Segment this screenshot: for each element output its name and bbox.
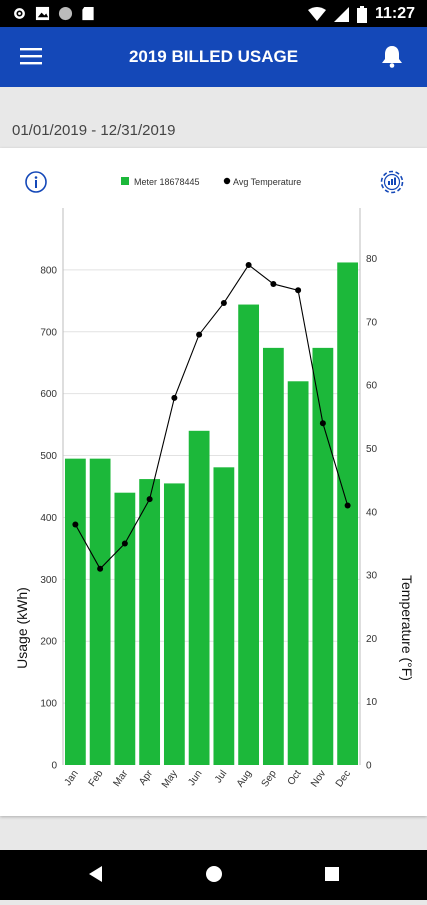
usage-bar-jul xyxy=(213,467,235,765)
image-status-icon xyxy=(35,6,50,21)
legend-swatch-temperature xyxy=(223,177,231,185)
temperature-point-dec xyxy=(344,502,351,509)
y-tick-label: 100 xyxy=(40,699,57,710)
date-range: 01/01/2019 - 12/31/2019 xyxy=(12,122,176,139)
x-tick-label: Jan xyxy=(63,768,81,788)
usage-bar-mar xyxy=(114,492,136,765)
temperature-point-jul xyxy=(220,299,227,306)
menu-icon xyxy=(20,48,42,65)
usage-bar-dec xyxy=(337,262,359,765)
x-tick-label: Jun xyxy=(186,768,204,788)
usage-bar-nov xyxy=(312,347,334,765)
temperature-point-jan xyxy=(72,521,79,528)
y-tick-label: 800 xyxy=(40,265,57,276)
temperature-point-aug xyxy=(245,261,252,268)
usage-bar-may xyxy=(163,483,185,765)
info-icon[interactable] xyxy=(25,171,47,193)
sd-card-status-icon xyxy=(82,6,94,21)
battery-icon xyxy=(356,5,367,23)
bar-series xyxy=(64,262,359,765)
x-tick-label: May xyxy=(160,768,180,790)
x-tick-label: Mar xyxy=(111,768,130,789)
usage-bar-jan xyxy=(64,458,86,765)
temperature-line xyxy=(74,264,349,570)
usage-chart: Meter 18678445 Avg Temperature Usage (kW… xyxy=(14,170,415,790)
x-tick-label: Feb xyxy=(87,768,106,789)
y2-tick-label: 80 xyxy=(366,254,378,265)
settings-icon[interactable] xyxy=(380,170,404,194)
temperature-point-apr xyxy=(146,496,153,503)
y-tick-label: 300 xyxy=(40,575,57,586)
temperature-point-sep xyxy=(270,280,277,287)
y-tick-label: 200 xyxy=(40,637,57,648)
grid-lines xyxy=(63,269,360,704)
legend-label-usage: Meter 18678445 xyxy=(134,177,200,187)
circle-status-icon xyxy=(58,6,73,21)
temperature-point-jun xyxy=(196,331,203,338)
app-bar: 2019 BILLED USAGE xyxy=(0,27,427,87)
x-tick-label: Sep xyxy=(260,768,279,789)
y-tick-label: 0 xyxy=(51,761,57,772)
usage-bar-oct xyxy=(287,381,309,765)
y-tick-label: 500 xyxy=(40,451,57,462)
settings-status-icon xyxy=(14,8,25,19)
legend-swatch-usage xyxy=(121,177,129,185)
y2-tick-label: 0 xyxy=(366,761,372,772)
recents-icon[interactable] xyxy=(325,867,339,881)
menu-button[interactable] xyxy=(20,47,42,65)
y-tick-label: 700 xyxy=(40,327,57,338)
y2-tick-label: 30 xyxy=(366,571,378,582)
system-status: 11:27 xyxy=(307,4,415,24)
y-tick-label: 400 xyxy=(40,513,57,524)
signal-icon xyxy=(333,6,349,22)
y2-tick-label: 70 xyxy=(366,317,378,328)
page-title: 2019 BILLED USAGE xyxy=(128,47,299,66)
y2-axis-title: Temperature (°F) xyxy=(399,575,415,681)
temperature-point-feb xyxy=(97,565,104,572)
temperature-point-nov xyxy=(319,420,326,427)
y2-tick-label: 50 xyxy=(366,444,378,455)
y2-tick-label: 60 xyxy=(366,381,378,392)
temperature-point-oct xyxy=(295,287,302,294)
bell-icon xyxy=(382,46,402,68)
system-nav-bar xyxy=(0,850,427,900)
status-time: 11:27 xyxy=(374,5,415,22)
y-axis-title: Usage (kWh) xyxy=(14,587,30,669)
usage-bar-aug xyxy=(238,304,260,765)
usage-bar-feb xyxy=(89,458,111,765)
temperature-point-mar xyxy=(121,540,128,547)
x-tick-label: Dec xyxy=(334,768,353,789)
status-bar: 11:27 xyxy=(0,0,427,27)
y2-tick-label: 10 xyxy=(366,697,378,708)
x-tick-label: Jul xyxy=(213,768,229,785)
notifications-button[interactable] xyxy=(381,44,403,68)
usage-bar-jun xyxy=(188,430,210,765)
y2-tick-label: 20 xyxy=(366,634,378,645)
home-icon[interactable] xyxy=(206,866,222,882)
chart-legend: Meter 18678445 Avg Temperature xyxy=(121,177,301,187)
legend-label-temperature: Avg Temperature xyxy=(233,177,301,187)
x-tick-label: Apr xyxy=(137,768,155,788)
notification-icons xyxy=(12,6,95,21)
temperature-series xyxy=(72,261,351,572)
temperature-point-may xyxy=(171,394,178,401)
usage-bar-sep xyxy=(262,347,284,765)
back-icon[interactable] xyxy=(89,866,102,882)
x-tick-label: Oct xyxy=(286,768,304,787)
x-tick-label: Aug xyxy=(235,768,254,789)
y2-tick-label: 40 xyxy=(366,507,378,518)
wifi-icon xyxy=(307,6,326,21)
usage-chart-card: Meter 18678445 Avg Temperature Usage (kW… xyxy=(0,148,427,816)
x-tick-label: Nov xyxy=(309,768,328,789)
y-tick-label: 600 xyxy=(40,389,57,400)
usage-bar-apr xyxy=(139,479,161,765)
